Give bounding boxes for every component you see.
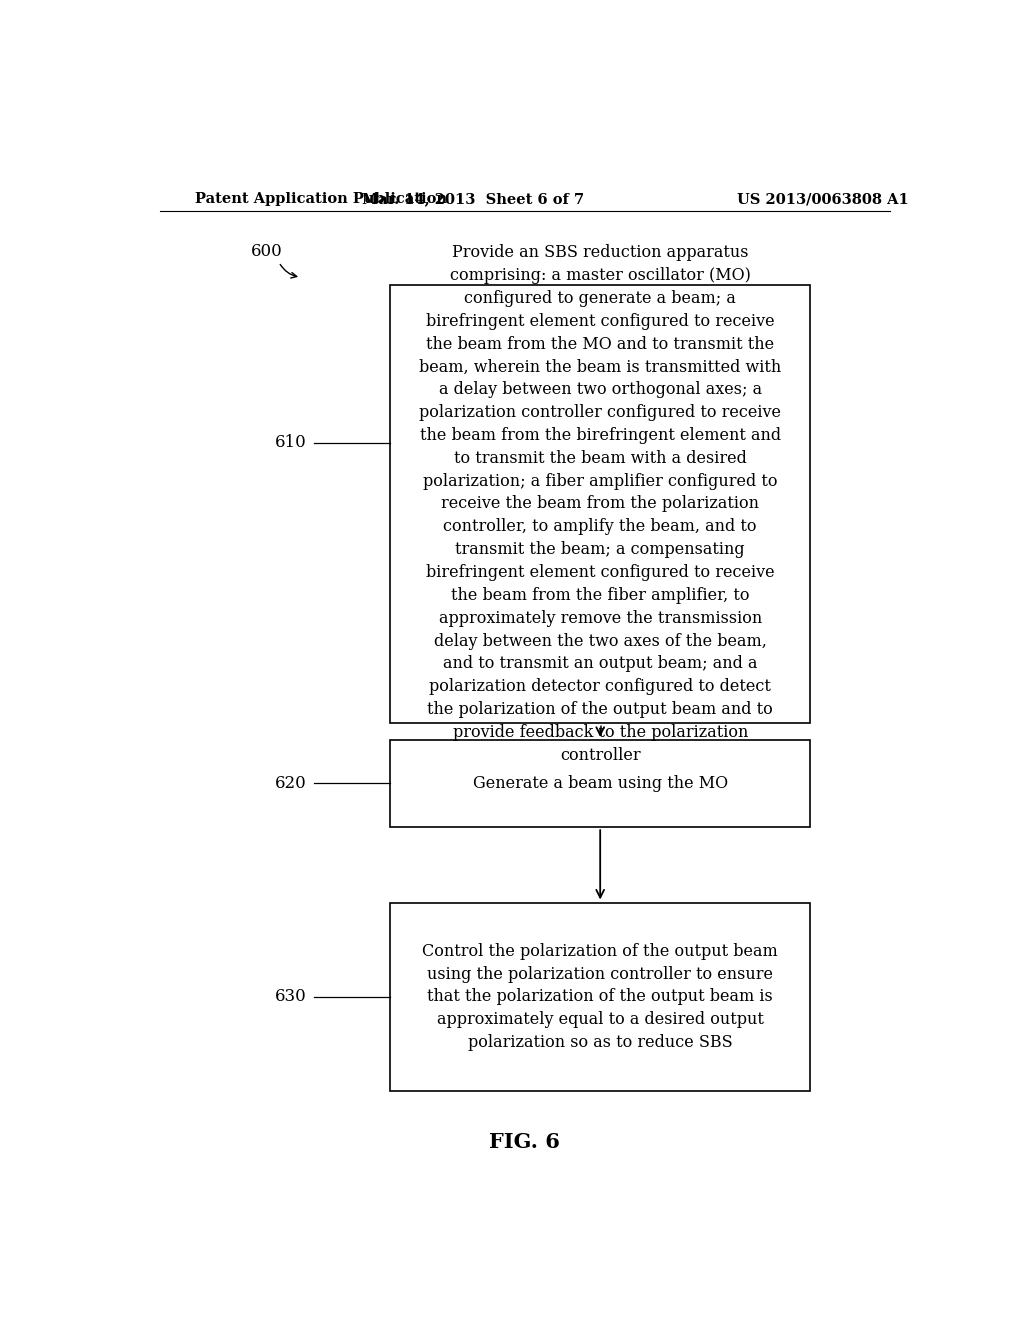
Text: Generate a beam using the MO: Generate a beam using the MO [473,775,728,792]
Bar [390,285,811,722]
Text: FIG. 6: FIG. 6 [489,1133,560,1152]
Text: Mar. 14, 2013  Sheet 6 of 7: Mar. 14, 2013 Sheet 6 of 7 [362,191,585,206]
Text: 630: 630 [274,989,306,1006]
Text: US 2013/0063808 A1: US 2013/0063808 A1 [736,191,908,206]
Text: 610: 610 [274,434,306,451]
Text: 600: 600 [251,243,283,260]
Text: 620: 620 [274,775,306,792]
Text: Patent Application Publication: Patent Application Publication [196,191,447,206]
Text: Control the polarization of the output beam
using the polarization controller to: Control the polarization of the output b… [422,942,778,1051]
Text: Provide an SBS reduction apparatus
comprising: a master oscillator (MO)
configur: Provide an SBS reduction apparatus compr… [419,244,781,764]
Bar [390,741,811,826]
Bar [390,903,811,1090]
